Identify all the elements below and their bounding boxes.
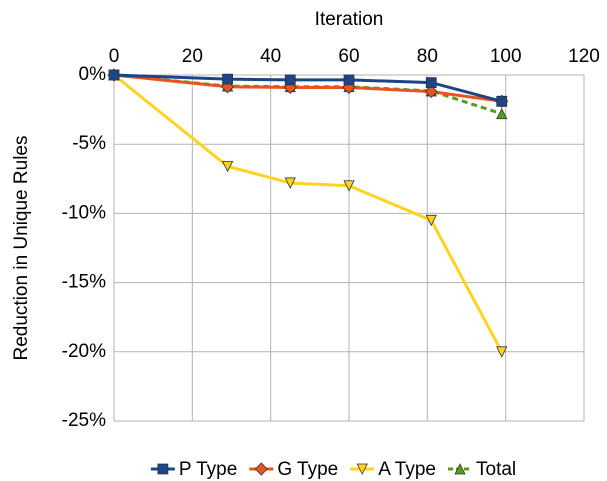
x-tick-label: 120	[568, 46, 600, 67]
marker	[425, 214, 437, 227]
x-tick-label: 20	[182, 46, 203, 67]
marker	[356, 463, 368, 475]
legend-label: P Type	[179, 459, 237, 480]
marker	[157, 463, 169, 475]
marker	[425, 77, 437, 89]
legend-label: G Type	[277, 459, 338, 480]
marker	[254, 462, 268, 476]
y-tick-label: 0%	[79, 64, 107, 85]
y-tick-label: -10%	[62, 202, 106, 223]
marker	[221, 160, 234, 173]
marker	[222, 73, 233, 85]
x-tick-label: 100	[490, 46, 522, 67]
marker	[496, 346, 508, 358]
legend: P Type G Type A Type Total	[150, 459, 516, 480]
series-line	[113, 73, 502, 103]
x-tick-label: 80	[417, 46, 438, 67]
marker	[343, 74, 355, 86]
marker	[424, 85, 438, 99]
marker	[284, 177, 296, 189]
y-tick-label: -5%	[72, 133, 106, 154]
x-tick-label: 60	[338, 46, 359, 67]
y-tick-label: -25%	[62, 410, 106, 431]
series-line	[113, 73, 503, 103]
legend-label: Total	[476, 459, 516, 480]
marker	[343, 180, 355, 192]
marker	[454, 463, 466, 475]
x-tick-label: 40	[260, 46, 281, 67]
y-axis-title: Reduction in Unique Rules	[11, 136, 32, 361]
marker	[496, 95, 508, 107]
marker	[496, 107, 508, 120]
y-tick-label: -15%	[62, 272, 106, 293]
series-line	[113, 73, 504, 353]
y-tick-label: -20%	[62, 341, 106, 362]
legend-label: A Type	[378, 459, 436, 480]
marker	[284, 74, 296, 86]
marker	[108, 69, 120, 81]
x-axis-title: Iteration	[315, 9, 384, 30]
x-tick-label: 0	[109, 46, 120, 67]
